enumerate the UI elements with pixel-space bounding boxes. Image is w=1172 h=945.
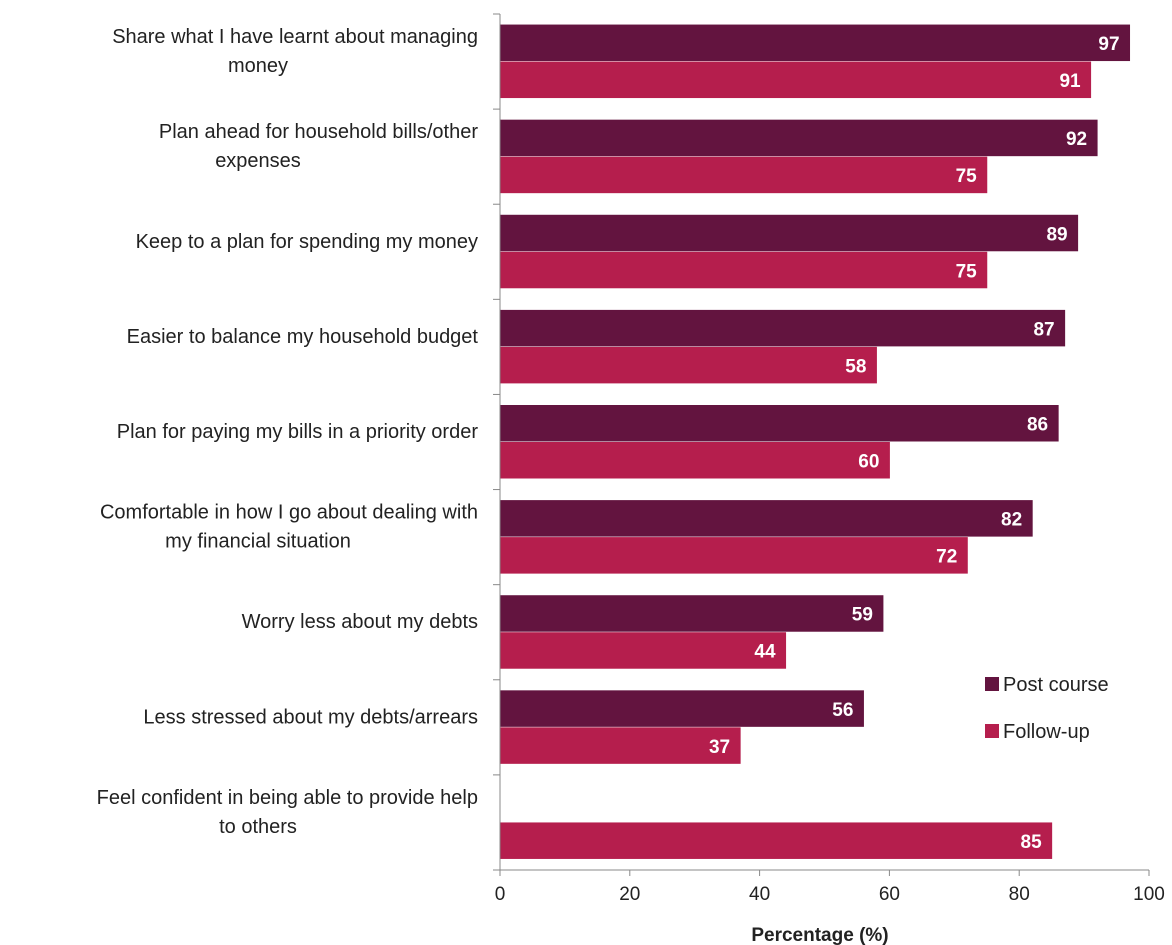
bar-post-course [500, 309, 1066, 347]
data-label: 75 [956, 166, 978, 187]
data-label: 97 [1098, 34, 1119, 55]
category-label: Feel confident in being able to provide … [97, 787, 478, 809]
x-tick-label: 60 [879, 884, 900, 905]
category-label: Share what I have learnt about managing [112, 26, 478, 48]
category-label: money [228, 55, 288, 77]
x-axis-title: Percentage (%) [751, 925, 888, 945]
bar-follow-up [500, 632, 787, 669]
data-label: 44 [754, 642, 776, 663]
legend-label: Follow-up [1003, 721, 1090, 743]
data-label: 87 [1033, 319, 1054, 340]
category-label: to others [219, 816, 297, 838]
bar-post-course [500, 595, 884, 632]
data-label: 72 [936, 547, 957, 568]
x-tick-label: 80 [1009, 884, 1030, 905]
x-tick-label: 100 [1133, 884, 1165, 905]
data-label: 56 [832, 700, 853, 721]
category-label: Plan for paying my bills in a priority o… [117, 421, 479, 443]
category-label: expenses [215, 150, 301, 172]
x-tick-label: 20 [619, 884, 640, 905]
data-label: 75 [956, 261, 978, 282]
data-label: 86 [1027, 415, 1048, 436]
legend-swatch [985, 677, 999, 691]
bar-follow-up [500, 346, 877, 384]
data-label: 37 [709, 737, 730, 758]
x-tick-label: 0 [495, 884, 506, 905]
bar-follow-up [500, 442, 890, 479]
data-label: 82 [1001, 510, 1022, 531]
legend-label: Post course [1003, 674, 1109, 696]
bar-post-course [500, 405, 1059, 442]
axes: 0 20 40 60 80 100 [493, 13, 1165, 905]
legend: Post course Follow-up [985, 674, 1109, 743]
bar-post-course [500, 690, 864, 727]
data-label: 89 [1046, 224, 1067, 245]
category-label: Less stressed about my debts/arrears [143, 706, 478, 728]
bar-follow-up [500, 822, 1053, 859]
category-label: Comfortable in how I go about dealing wi… [100, 502, 478, 524]
bar-post-course [500, 24, 1131, 62]
bar-follow-up [500, 156, 988, 194]
data-label: 60 [858, 452, 879, 473]
bar-follow-up [500, 537, 968, 574]
x-tick-label: 40 [749, 884, 770, 905]
bar-follow-up [500, 727, 741, 764]
category-label: Worry less about my debts [242, 611, 478, 633]
bars: 97 91 92 75 89 75 87 58 86 60 82 72 59 44 56 37 85 [500, 24, 1131, 859]
data-label: 91 [1059, 71, 1081, 92]
data-label: 85 [1021, 832, 1043, 853]
bar-follow-up [500, 251, 988, 289]
legend-swatch [985, 724, 999, 738]
bar-post-course [500, 119, 1098, 157]
category-label: my financial situation [165, 531, 351, 553]
category-labels: Share what I have learnt about managing m… [97, 26, 479, 838]
data-label: 58 [845, 356, 866, 377]
bar-follow-up [500, 61, 1092, 99]
data-label: 92 [1066, 129, 1087, 150]
category-label: Easier to balance my household budget [127, 326, 479, 348]
category-label: Plan ahead for household bills/other [159, 121, 478, 143]
bar-post-course [500, 214, 1079, 252]
category-label: Keep to a plan for spending my money [136, 231, 478, 253]
bar-post-course [500, 500, 1033, 537]
data-label: 59 [852, 605, 873, 626]
